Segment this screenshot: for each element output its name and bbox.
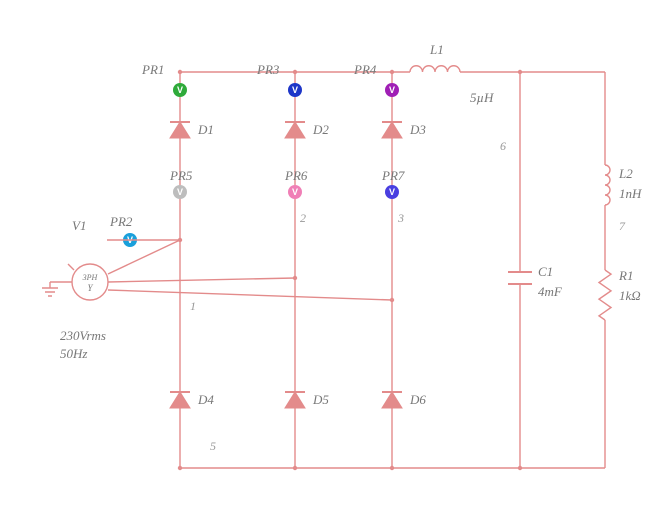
src-val1: 230Vrms (60, 328, 106, 343)
probe-label-PR1: PR1 (141, 62, 164, 77)
node-7: 7 (619, 219, 626, 233)
node-5: 5 (210, 439, 216, 453)
node-2: 2 (300, 211, 306, 225)
L1-value: 5µH (470, 90, 494, 105)
node-1: 1 (190, 299, 196, 313)
src-val2: 50Hz (60, 346, 87, 361)
probe-glyph-PR3: V (292, 85, 298, 95)
node-6: 6 (500, 139, 506, 153)
probe-glyph-PR4: V (389, 85, 395, 95)
probe-glyph-PR6: V (292, 187, 298, 197)
node-3: 3 (397, 211, 404, 225)
diode-label-D2: D2 (312, 122, 329, 137)
junction (390, 298, 394, 302)
R1-value: 1kΩ (619, 288, 641, 303)
inductor-L1 (410, 66, 460, 72)
inductor-L2 (605, 165, 610, 205)
probe-label-PR3: PR3 (256, 62, 280, 77)
junction (518, 70, 522, 74)
probe-label-PR7: PR7 (381, 168, 405, 183)
junction (293, 70, 297, 74)
diode-label-D6: D6 (409, 392, 426, 407)
probe-glyph-PR5: V (177, 187, 183, 197)
diode-label-D1: D1 (197, 122, 214, 137)
junction (293, 466, 297, 470)
junction (293, 276, 297, 280)
diode-label-D3: D3 (409, 122, 426, 137)
diode-D5 (285, 392, 305, 408)
junction (178, 238, 182, 242)
source-Y-label: Y (87, 283, 93, 293)
L2-label: L2 (618, 166, 633, 181)
source-3ph (72, 264, 108, 300)
source-3ph-label: 3PH (82, 273, 99, 282)
phaseC (108, 290, 392, 300)
diode-D2 (285, 122, 305, 138)
probe-label-PR2: PR2 (109, 214, 133, 229)
C1-value: 4mF (538, 284, 563, 299)
diode-label-D4: D4 (197, 392, 214, 407)
junction (390, 466, 394, 470)
diode-D1 (170, 122, 190, 138)
junction (390, 70, 394, 74)
V1-label: V1 (72, 218, 86, 233)
probe-label-PR6: PR6 (284, 168, 308, 183)
R1-label: R1 (618, 268, 633, 283)
diode-D3 (382, 122, 402, 138)
diode-D4 (170, 392, 190, 408)
junction (178, 466, 182, 470)
diode-label-D5: D5 (312, 392, 329, 407)
source-tick (68, 264, 74, 270)
phaseA (108, 240, 180, 274)
L1-label: L1 (429, 42, 444, 57)
phaseB (108, 278, 295, 282)
diode-D6 (382, 392, 402, 408)
probe-label-PR4: PR4 (353, 62, 377, 77)
C1-label: C1 (538, 264, 553, 279)
probe-label-PR5: PR5 (169, 168, 193, 183)
junction (518, 466, 522, 470)
resistor-R1 (599, 270, 611, 320)
junction (178, 70, 182, 74)
probe-glyph-PR7: V (389, 187, 395, 197)
probe-glyph-PR1: V (177, 85, 183, 95)
L2-value: 1nH (619, 186, 642, 201)
